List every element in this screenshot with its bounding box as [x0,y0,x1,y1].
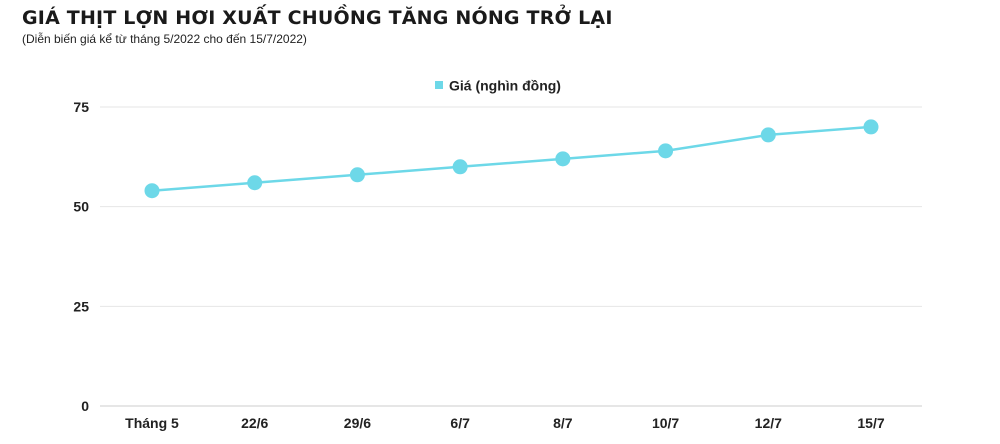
x-tick-label: 15/7 [857,415,884,431]
data-point [760,127,776,143]
y-tick-label: 50 [73,199,89,215]
data-point [144,183,160,199]
x-tick-label: 22/6 [241,415,268,431]
series-line [144,119,879,199]
series-path [150,125,873,192]
y-tick-label: 75 [73,99,89,115]
data-point [658,143,674,159]
grid [100,106,922,407]
data-point [247,175,263,191]
legend-swatch [435,81,443,89]
x-tick-label: 8/7 [553,415,573,431]
chart-subtitle: (Diễn biến giá kể từ tháng 5/2022 cho đế… [22,32,307,46]
data-point [452,159,468,175]
x-tick-label: 29/6 [344,415,371,431]
x-tick-label: 12/7 [755,415,782,431]
x-axis: Tháng 5 22/6 29/6 6/7 8/7 10/7 12/7 15/7 [125,415,885,431]
y-tick-label: 25 [73,298,89,314]
x-tick-label: 10/7 [652,415,679,431]
legend: Giá (nghìn đồng) [435,78,561,94]
y-axis: 0 25 50 75 [73,99,89,414]
x-tick-label: 6/7 [450,415,470,431]
legend-label: Giá (nghìn đồng) [449,78,561,94]
x-tick-label: Tháng 5 [125,415,179,431]
data-point [349,167,365,183]
chart-title: GIÁ THỊT LỢN HƠI XUẤT CHUỒNG TĂNG NÓNG T… [22,7,613,29]
y-tick-label: 0 [81,398,89,414]
data-point [555,151,571,167]
data-point [863,119,879,135]
